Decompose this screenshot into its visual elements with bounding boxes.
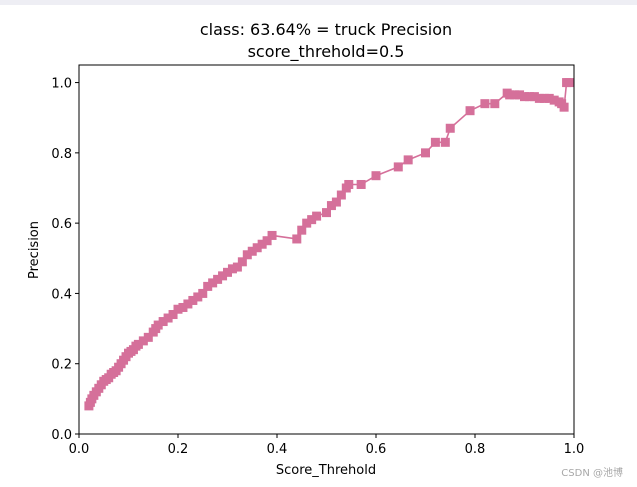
data-point [163, 313, 173, 323]
data-point [421, 148, 430, 158]
data-point [292, 234, 302, 244]
data-point [465, 106, 475, 116]
data-point [158, 317, 168, 327]
data-point [505, 90, 515, 100]
data-point [247, 246, 257, 256]
data-point [198, 288, 208, 298]
data-point [520, 92, 529, 102]
data-point [403, 155, 413, 165]
data-point [213, 274, 223, 284]
x-tick-label: 0.6 [366, 442, 387, 457]
data-point [178, 302, 188, 312]
data-point [173, 304, 183, 314]
data-point [336, 190, 346, 200]
data-point [153, 320, 163, 330]
data-point [559, 102, 569, 112]
data-point [440, 137, 450, 147]
data-point [133, 339, 143, 349]
data-point [252, 243, 262, 253]
x-axis: 0.0 0.2 0.4 0.6 0.8 1.0 [69, 434, 585, 457]
y-tick-label: 0.6 [51, 217, 72, 232]
data-point [203, 281, 213, 291]
data-point [218, 271, 228, 281]
data-point [430, 137, 440, 147]
data-point [539, 93, 549, 103]
data-point [312, 211, 322, 221]
data-point [356, 179, 366, 189]
x-axis-label: Score_Threhold [276, 463, 376, 478]
data-point [490, 99, 500, 109]
data-point [257, 239, 267, 249]
data-point [193, 292, 203, 302]
x-tick-label: 0.2 [168, 442, 189, 457]
data-point [393, 162, 403, 172]
window-top-strip [0, 0, 637, 5]
data-point [480, 99, 490, 109]
data-point [307, 215, 317, 225]
data-point [371, 171, 381, 181]
y-axis-label: Precision [27, 221, 42, 279]
x-tick-label: 0.0 [69, 442, 90, 457]
data-point [138, 336, 148, 346]
data-point [445, 123, 455, 133]
y-tick-label: 0.8 [51, 147, 72, 162]
data-point [549, 95, 559, 105]
x-tick-label: 1.0 [564, 442, 585, 457]
plot-frame [78, 64, 575, 435]
data-point [262, 236, 272, 246]
data-point [297, 225, 307, 235]
data-point [302, 218, 312, 228]
data-point [564, 78, 574, 88]
y-tick-label: 0.4 [51, 287, 72, 302]
x-tick-label: 0.4 [267, 442, 288, 457]
watermark: CSDN @池博 [561, 468, 623, 479]
data-point [510, 90, 520, 100]
data-point [227, 264, 237, 274]
data-point [344, 179, 354, 189]
y-tick-label: 0.2 [51, 358, 72, 373]
data-point [223, 267, 232, 277]
plot-area [84, 78, 574, 411]
data-point [326, 201, 336, 211]
y-tick-label: 0.0 [51, 428, 72, 443]
data-point [544, 93, 554, 103]
data-point [232, 262, 242, 272]
data-point [331, 197, 341, 207]
data-point [208, 278, 218, 288]
data-point [143, 332, 153, 342]
chart-title: class: 63.64% = truck Precision [200, 20, 452, 39]
data-point [322, 208, 331, 218]
series-line [88, 81, 570, 407]
y-axis: 0.0 0.2 0.4 0.6 0.8 1.0 [51, 77, 79, 443]
data-point [242, 250, 252, 260]
data-point [534, 93, 544, 103]
data-point [515, 90, 525, 100]
data-point [524, 92, 534, 102]
data-point [188, 295, 198, 305]
data-point [237, 257, 247, 267]
data-point [168, 310, 178, 320]
data-point [183, 299, 193, 309]
data-point [529, 92, 539, 102]
chart-subtitle: score_threhold=0.5 [248, 42, 405, 62]
x-tick-label: 0.8 [465, 442, 486, 457]
data-point [267, 230, 277, 240]
y-tick-label: 1.0 [51, 77, 72, 92]
